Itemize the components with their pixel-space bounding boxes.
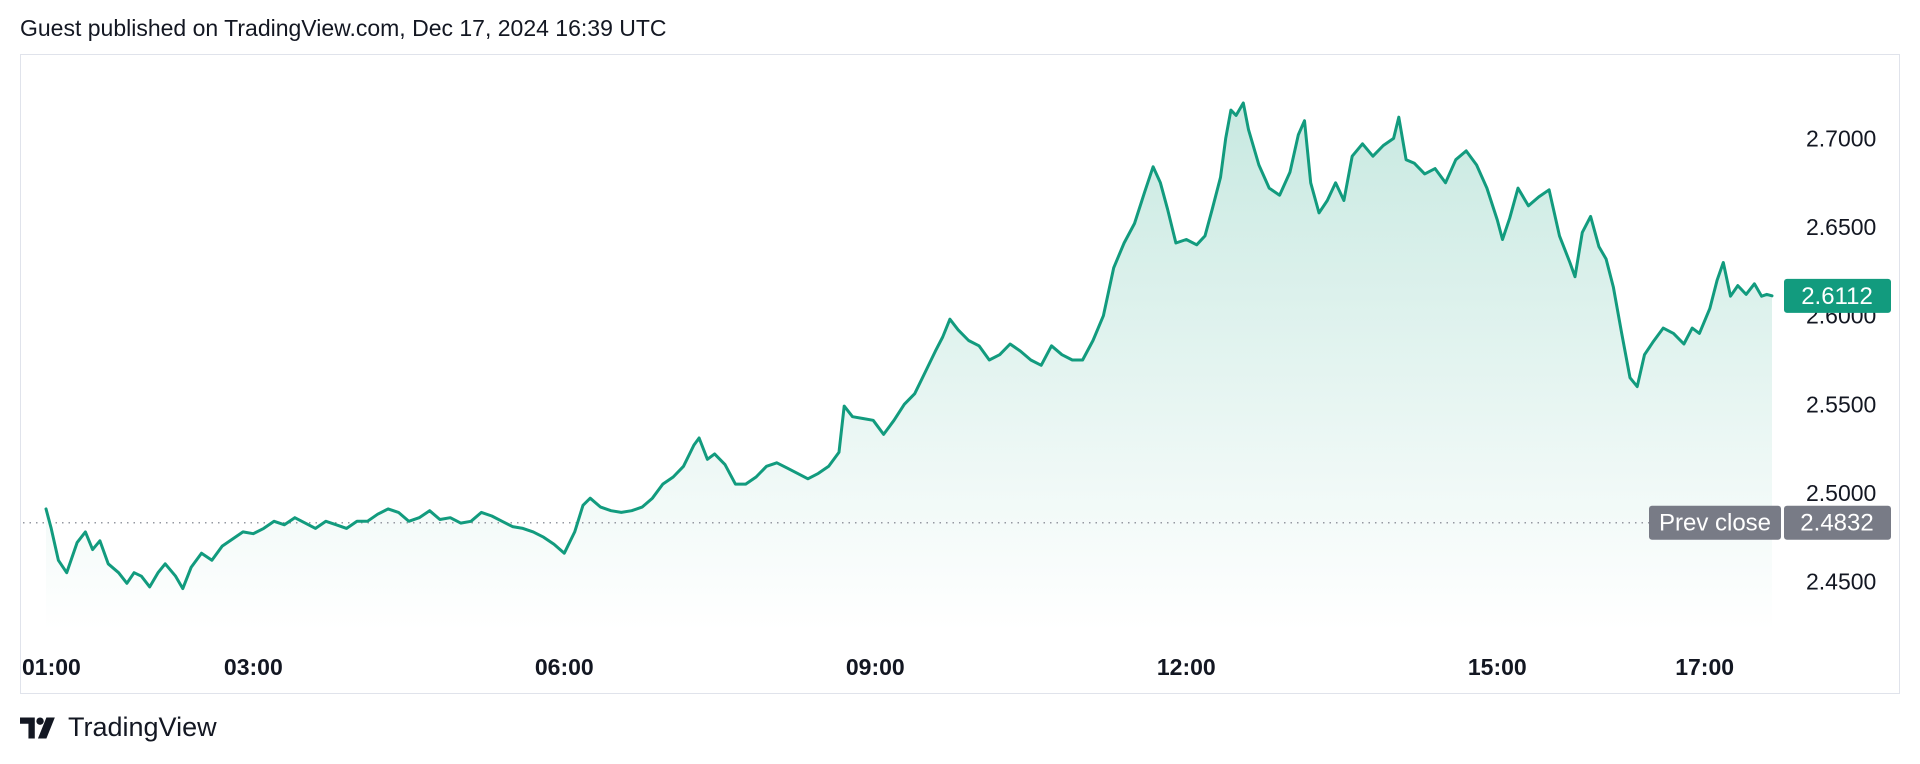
- prev-close-caption-badge: [1649, 505, 1781, 540]
- brand-name[interactable]: TradingView: [68, 712, 217, 742]
- y-tick-label: 2.6500: [1806, 214, 1876, 240]
- price-area-fill: [46, 103, 1772, 630]
- x-tick-label: 09:00: [846, 654, 905, 680]
- x-tick-label: 15:00: [1468, 654, 1527, 680]
- x-tick-label: 06:00: [535, 654, 594, 680]
- x-tick-label: 17:00: [1675, 654, 1734, 680]
- y-tick-label: 2.5000: [1806, 480, 1876, 506]
- footer: TradingView: [20, 712, 217, 743]
- chart-frame: 2.7000 2.6500 2.6000 2.5500 2.5000 2.4500 01:…: [20, 54, 1900, 694]
- published-header: Guest published on TradingView.com, Dec …: [20, 15, 667, 41]
- x-tick-label: 03:00: [224, 654, 283, 680]
- y-tick-label: 2.4500: [1806, 569, 1876, 595]
- prev-close-value: 2.4832: [1800, 510, 1873, 537]
- y-tick-label: 2.7000: [1806, 125, 1876, 151]
- x-tick-label: 01:00: [22, 654, 81, 680]
- last-price-badge: [1784, 278, 1891, 313]
- last-price-label: 2.6112: [1801, 283, 1873, 310]
- price-line[interactable]: [44, 101, 1774, 591]
- y-tick-label: 2.5500: [1806, 391, 1876, 417]
- x-tick-label: 12:00: [1157, 654, 1216, 680]
- prev-close-value-badge: [1784, 505, 1891, 540]
- tradingview-logo-icon[interactable]: [20, 716, 58, 739]
- prev-close-caption: Prev close: [1659, 510, 1771, 537]
